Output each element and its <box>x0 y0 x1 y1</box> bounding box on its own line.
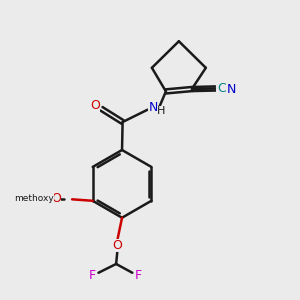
Text: F: F <box>135 269 142 282</box>
Text: O: O <box>113 239 122 252</box>
Text: C: C <box>218 82 226 95</box>
Text: F: F <box>89 269 96 282</box>
Text: methoxy: methoxy <box>14 194 54 203</box>
Text: O: O <box>51 192 61 205</box>
Text: N: N <box>148 101 158 114</box>
Text: N: N <box>226 82 236 95</box>
Text: H: H <box>157 106 166 116</box>
Text: O: O <box>90 99 100 112</box>
